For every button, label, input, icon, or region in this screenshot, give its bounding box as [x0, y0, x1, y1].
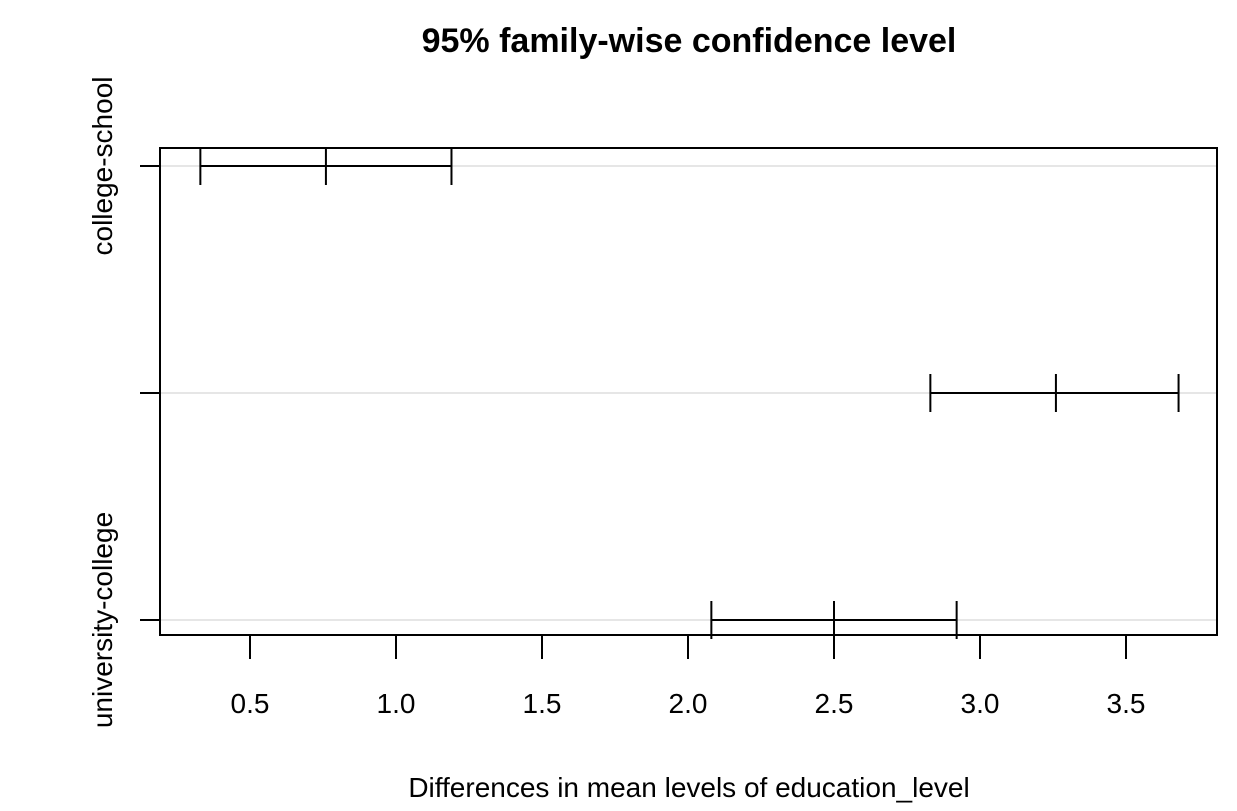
x-axis: 0.5 1.0 1.5 2.0 2.5 3.0 3.5	[231, 635, 1146, 719]
interval-2	[929, 374, 1180, 412]
x-tick-label: 1.5	[523, 688, 562, 719]
y-tick-label: college-school	[87, 77, 118, 256]
x-tick-label: 1.0	[377, 688, 416, 719]
interval-1	[199, 147, 453, 185]
x-tick-label: 3.0	[961, 688, 1000, 719]
x-tick-label: 3.5	[1107, 688, 1146, 719]
x-tick-label: 2.0	[669, 688, 708, 719]
y-axis: college-school university-college	[87, 77, 160, 728]
y-tick-label: university-college	[87, 512, 118, 728]
x-axis-label: Differences in mean levels of education_…	[408, 772, 969, 803]
confidence-intervals	[199, 147, 1180, 639]
x-tick-label: 0.5	[231, 688, 270, 719]
chart-title: 95% family-wise confidence level	[422, 22, 957, 60]
plot-frame	[159, 147, 1218, 636]
interval-3	[710, 601, 958, 639]
x-tick-label: 2.5	[815, 688, 854, 719]
